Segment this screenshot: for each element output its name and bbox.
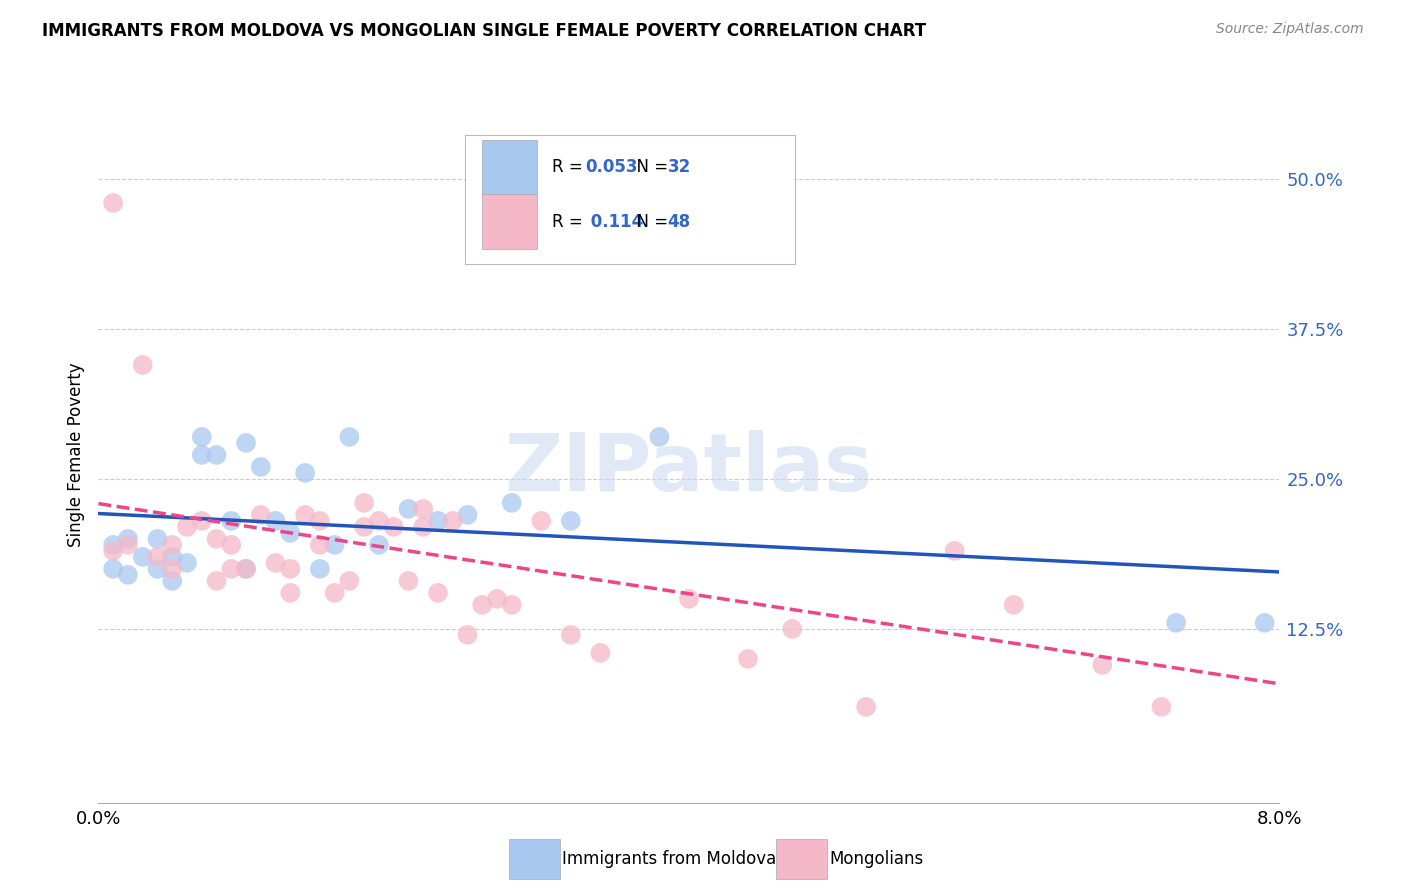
Text: N =: N = [626, 158, 673, 176]
Point [412, 520, 434, 534]
Point [103, 538, 125, 552]
Point [264, 556, 287, 570]
Point [737, 652, 759, 666]
Point [205, 532, 228, 546]
Point [176, 556, 198, 570]
FancyBboxPatch shape [482, 139, 537, 194]
Point [117, 532, 139, 546]
Point [117, 567, 139, 582]
Text: R =: R = [553, 158, 588, 176]
Point [219, 514, 242, 528]
Point [278, 586, 302, 600]
Point [782, 622, 804, 636]
Point [560, 514, 582, 528]
Point [337, 574, 360, 588]
Point [323, 586, 346, 600]
Point [441, 514, 464, 528]
Text: Immigrants from Moldova: Immigrants from Moldova [562, 850, 776, 868]
Point [560, 628, 582, 642]
Point [146, 532, 169, 546]
Point [264, 514, 287, 528]
Point [353, 496, 375, 510]
Point [648, 226, 671, 240]
Y-axis label: Single Female Poverty: Single Female Poverty [66, 363, 84, 547]
Point [162, 574, 183, 588]
Point [235, 436, 257, 450]
Point [456, 628, 478, 642]
Point [337, 430, 360, 444]
Point [219, 538, 242, 552]
Point [367, 514, 389, 528]
Point [250, 459, 273, 474]
Point [353, 520, 375, 534]
Point [235, 562, 257, 576]
FancyBboxPatch shape [482, 194, 537, 250]
Point [396, 574, 419, 588]
Point [308, 514, 332, 528]
Point [235, 562, 257, 576]
Point [943, 544, 966, 558]
Point [205, 574, 228, 588]
Point [191, 430, 214, 444]
Point [176, 520, 198, 534]
Point [648, 430, 671, 444]
Point [589, 646, 612, 660]
Text: 0.053: 0.053 [585, 158, 637, 176]
Point [278, 562, 302, 576]
Point [162, 562, 183, 576]
Point [485, 591, 508, 606]
Point [1164, 615, 1187, 630]
Point [396, 502, 419, 516]
Point [501, 496, 523, 510]
Point [146, 562, 169, 576]
Point [294, 508, 316, 522]
Point [382, 520, 405, 534]
Point [191, 514, 214, 528]
Point [308, 562, 332, 576]
Point [103, 562, 125, 576]
Text: ZIPatlas: ZIPatlas [505, 430, 873, 508]
Point [1254, 615, 1277, 630]
Point [278, 525, 302, 540]
Text: Mongolians: Mongolians [830, 850, 924, 868]
Point [530, 514, 553, 528]
Text: 0.114: 0.114 [585, 213, 644, 231]
Point [308, 538, 332, 552]
Point [367, 538, 389, 552]
Point [219, 562, 242, 576]
Text: Source: ZipAtlas.com: Source: ZipAtlas.com [1216, 22, 1364, 37]
Point [132, 549, 155, 564]
Point [205, 448, 228, 462]
Point [294, 466, 316, 480]
Point [412, 502, 434, 516]
Point [855, 699, 877, 714]
Point [501, 598, 523, 612]
Text: 32: 32 [668, 158, 690, 176]
Point [162, 549, 183, 564]
Point [103, 544, 125, 558]
Point [146, 549, 169, 564]
Point [426, 586, 449, 600]
Point [471, 598, 494, 612]
Point [162, 538, 183, 552]
FancyBboxPatch shape [464, 135, 796, 263]
Point [323, 538, 346, 552]
Point [456, 508, 478, 522]
Text: IMMIGRANTS FROM MOLDOVA VS MONGOLIAN SINGLE FEMALE POVERTY CORRELATION CHART: IMMIGRANTS FROM MOLDOVA VS MONGOLIAN SIN… [42, 22, 927, 40]
Point [250, 508, 273, 522]
Point [426, 514, 449, 528]
Point [1150, 699, 1173, 714]
Text: R =: R = [553, 213, 588, 231]
Text: N =: N = [626, 213, 673, 231]
Point [191, 448, 214, 462]
Point [103, 196, 125, 211]
Text: 48: 48 [668, 213, 690, 231]
Point [678, 591, 700, 606]
Point [1091, 657, 1114, 672]
Point [1002, 598, 1025, 612]
Point [132, 358, 155, 372]
Point [117, 538, 139, 552]
